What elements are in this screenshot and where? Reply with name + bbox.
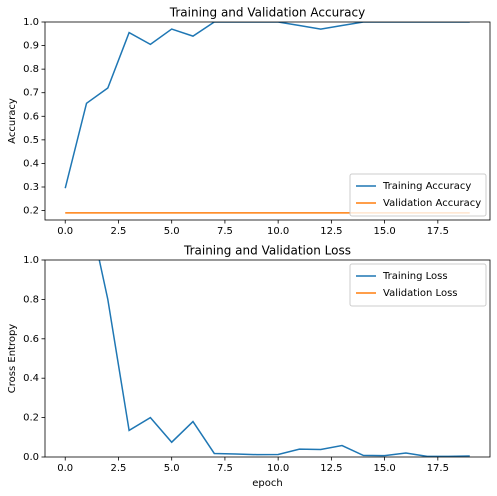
x-tick-label: 15.0 [373, 463, 395, 474]
chart-title: Training and Validation Loss [183, 244, 351, 258]
x-tick-label: 2.5 [111, 463, 127, 474]
y-tick-label: 0.2 [23, 413, 39, 424]
plot-area [98, 260, 470, 457]
y-tick-label: 0.2 [23, 206, 39, 217]
y-tick-label: 0.6 [23, 111, 39, 122]
axes-frame [44, 259, 491, 458]
x-tick-label: 7.5 [217, 463, 233, 474]
x-tick-label: 15.0 [373, 226, 395, 237]
y-tick-label: 1.0 [23, 17, 39, 28]
y-tick-label: 0.5 [23, 135, 39, 146]
y-tick-label: 0.8 [23, 64, 39, 75]
x-axis-label: epoch [252, 478, 282, 489]
legend-box [349, 173, 487, 217]
y-axis-label: Cross Entropy [7, 324, 18, 394]
legend-label: Validation Loss [383, 288, 458, 299]
x-tick-label: 5.0 [164, 226, 180, 237]
x-tick-label: 7.5 [217, 226, 233, 237]
axes-frame [44, 21, 491, 221]
legend-label: Training Accuracy [382, 181, 471, 192]
x-tick-label: 10.0 [267, 226, 289, 237]
y-tick-label: 1.0 [23, 255, 39, 266]
y-tick-label: 0.6 [23, 334, 39, 345]
x-tick-label: 17.5 [427, 463, 449, 474]
y-tick-label: 0.3 [23, 182, 39, 193]
y-tick-label: 0.0 [23, 452, 39, 463]
y-tick-label: 0.4 [23, 373, 39, 384]
x-tick-label: 0.0 [57, 463, 73, 474]
y-axis-label: Accuracy [7, 98, 18, 144]
legend-box [349, 263, 487, 307]
legend-label: Training Loss [382, 271, 448, 282]
x-tick-label: 0.0 [57, 226, 73, 237]
y-tick-label: 0.8 [23, 294, 39, 305]
x-tick-label: 12.5 [320, 226, 342, 237]
x-tick-label: 17.5 [427, 226, 449, 237]
chart-title: Training and Validation Accuracy [169, 6, 365, 20]
y-tick-label: 0.4 [23, 158, 39, 169]
x-tick-label: 10.0 [267, 463, 289, 474]
y-tick-label: 0.7 [23, 88, 39, 99]
x-tick-label: 2.5 [111, 226, 127, 237]
x-tick-label: 12.5 [320, 463, 342, 474]
y-tick-label: 0.9 [23, 41, 39, 52]
line [98, 260, 470, 457]
line [64, 22, 470, 189]
legend-label: Validation Accuracy [383, 198, 481, 209]
x-tick-label: 5.0 [164, 463, 180, 474]
